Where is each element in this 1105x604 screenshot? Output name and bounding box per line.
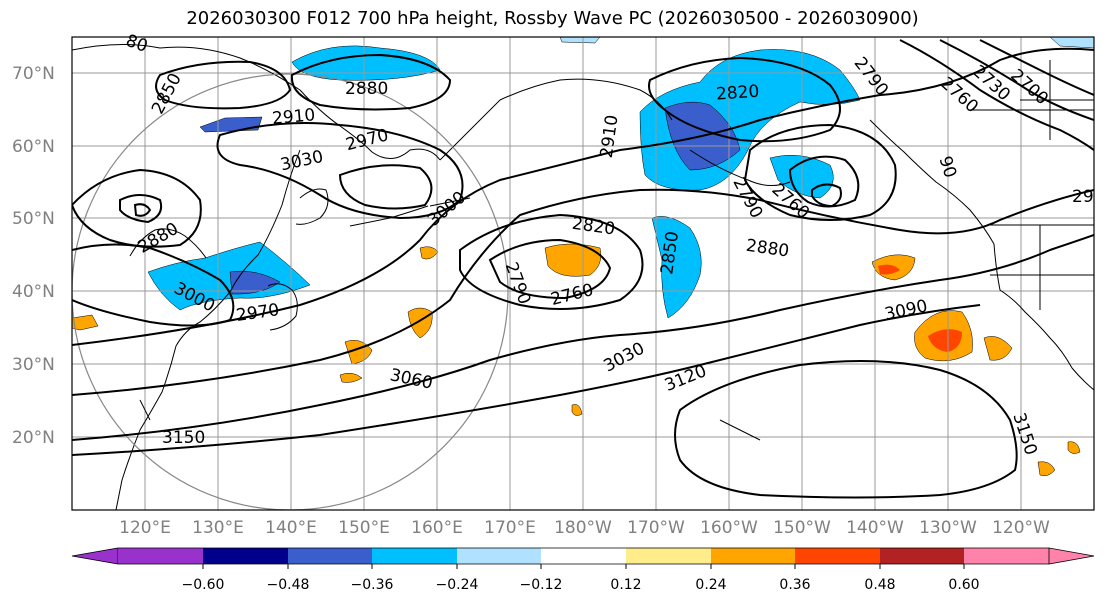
- height-contours: [72, 39, 1094, 499]
- lon-label: 170°E: [484, 518, 536, 538]
- colorbar-swatch: [626, 548, 711, 564]
- colorbar-tick-label: 0.60: [948, 577, 979, 593]
- latitude-labels: 70°N 60°N 50°N 40°N 30°N 20°N: [12, 64, 55, 448]
- colorbar-tick-label: −0.24: [436, 577, 479, 593]
- lon-label: 160°W: [700, 518, 758, 538]
- contour-label: 2910: [271, 105, 316, 129]
- map-title: 2026030300 F012 700 hPa height, Rossby W…: [186, 8, 919, 29]
- colorbar-tick-label: −0.36: [351, 577, 394, 593]
- colorbar-ticks: [202, 564, 965, 569]
- lon-label: 130°W: [919, 518, 977, 538]
- colorbar-swatch: [711, 548, 795, 564]
- colorbar-swatch: [203, 548, 288, 564]
- lon-label: 150°E: [338, 518, 390, 538]
- lat-label: 50°N: [12, 209, 55, 229]
- colorbar-swatch: [71, 547, 119, 565]
- colorbar-swatch: [118, 548, 203, 564]
- longitude-labels: 120°E 130°E 140°E 150°E 160°E 170°E 180°…: [119, 518, 1050, 538]
- colorbar-swatch: [964, 548, 1049, 564]
- lat-label: 20°N: [12, 428, 55, 448]
- colorbar-tick-label: 0.48: [864, 577, 895, 593]
- colorbar-tick-label: −0.12: [520, 577, 563, 593]
- colorbar-swatch: [795, 548, 880, 564]
- colorbar-swatch: [541, 548, 626, 564]
- lon-label: 150°W: [773, 518, 831, 538]
- lat-label: 60°N: [12, 137, 55, 157]
- colorbar-swatch: [288, 548, 372, 564]
- coastlines: [72, 43, 1094, 510]
- colorbar-tick-label: 0.12: [610, 577, 641, 593]
- negative-anomaly-shading: [147, 37, 1094, 319]
- graticule: [72, 37, 1094, 510]
- contour-label: 3150: [162, 428, 205, 448]
- lon-label: 170°W: [627, 518, 685, 538]
- colorbar-swatch: [880, 548, 964, 564]
- lat-label: 70°N: [12, 64, 55, 84]
- colorbar-swatch: [372, 548, 457, 564]
- colorbar-swatch: [1048, 547, 1095, 565]
- contour-label: 2880: [345, 79, 388, 99]
- colorbar-tick-label: 0.24: [695, 577, 726, 593]
- lat-label: 40°N: [12, 282, 55, 302]
- colorbar-tick-label: −0.60: [182, 577, 225, 593]
- colorbar-swatch: [457, 548, 541, 564]
- lon-label: 120°W: [992, 518, 1050, 538]
- map-frame: [71, 36, 1095, 511]
- lon-label: 120°E: [119, 518, 171, 538]
- colorbar: −0.60 −0.48 −0.36 −0.24 −0.12 0.12 0.24 …: [71, 547, 1095, 593]
- reference-circle: [72, 73, 509, 510]
- colorbar-tick-label: −0.48: [267, 577, 310, 593]
- contour-label: 2820: [715, 82, 760, 105]
- lon-label: 160°E: [411, 518, 463, 538]
- colorbar-tick-label: 0.36: [779, 577, 810, 593]
- contour-label: 29: [1072, 187, 1094, 207]
- lon-label: 140°W: [846, 518, 904, 538]
- lon-label: 140°E: [265, 518, 317, 538]
- lat-label: 30°N: [12, 355, 55, 375]
- lon-label: 180°W: [554, 518, 612, 538]
- lon-label: 130°E: [192, 518, 244, 538]
